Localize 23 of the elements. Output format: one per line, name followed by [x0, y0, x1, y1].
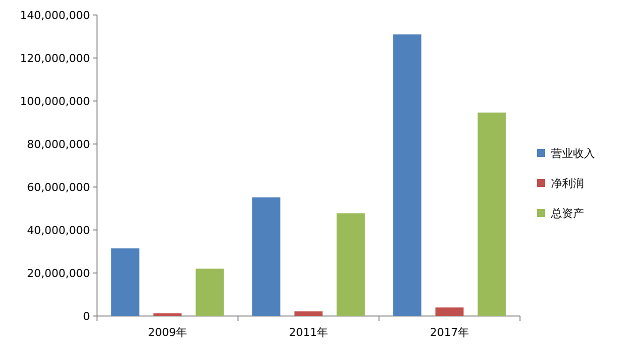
bar [252, 197, 280, 316]
bar [196, 268, 224, 316]
y-tick-label: 40,000,000 [27, 224, 90, 237]
legend-label: 营业收入 [551, 147, 595, 160]
bar [478, 112, 506, 316]
legend-label: 净利润 [551, 177, 584, 190]
bar [435, 307, 464, 316]
x-tick-label: 2017年 [430, 326, 469, 339]
y-tick-label: 100,000,000 [20, 95, 90, 108]
bar [153, 313, 182, 316]
y-tick-label: 140,000,000 [20, 9, 90, 22]
x-tick-label: 2011年 [289, 326, 328, 339]
y-tick-label: 80,000,000 [27, 138, 90, 151]
bar [336, 213, 365, 316]
legend-label: 总资产 [550, 207, 584, 220]
bar [294, 311, 323, 316]
bar [393, 34, 422, 316]
y-tick-label: 0 [83, 310, 90, 323]
bar [111, 248, 140, 316]
y-tick-label: 120,000,000 [20, 52, 90, 65]
x-tick-label: 2009年 [148, 326, 187, 339]
y-tick-label: 20,000,000 [27, 267, 90, 280]
y-tick-label: 60,000,000 [27, 181, 90, 194]
